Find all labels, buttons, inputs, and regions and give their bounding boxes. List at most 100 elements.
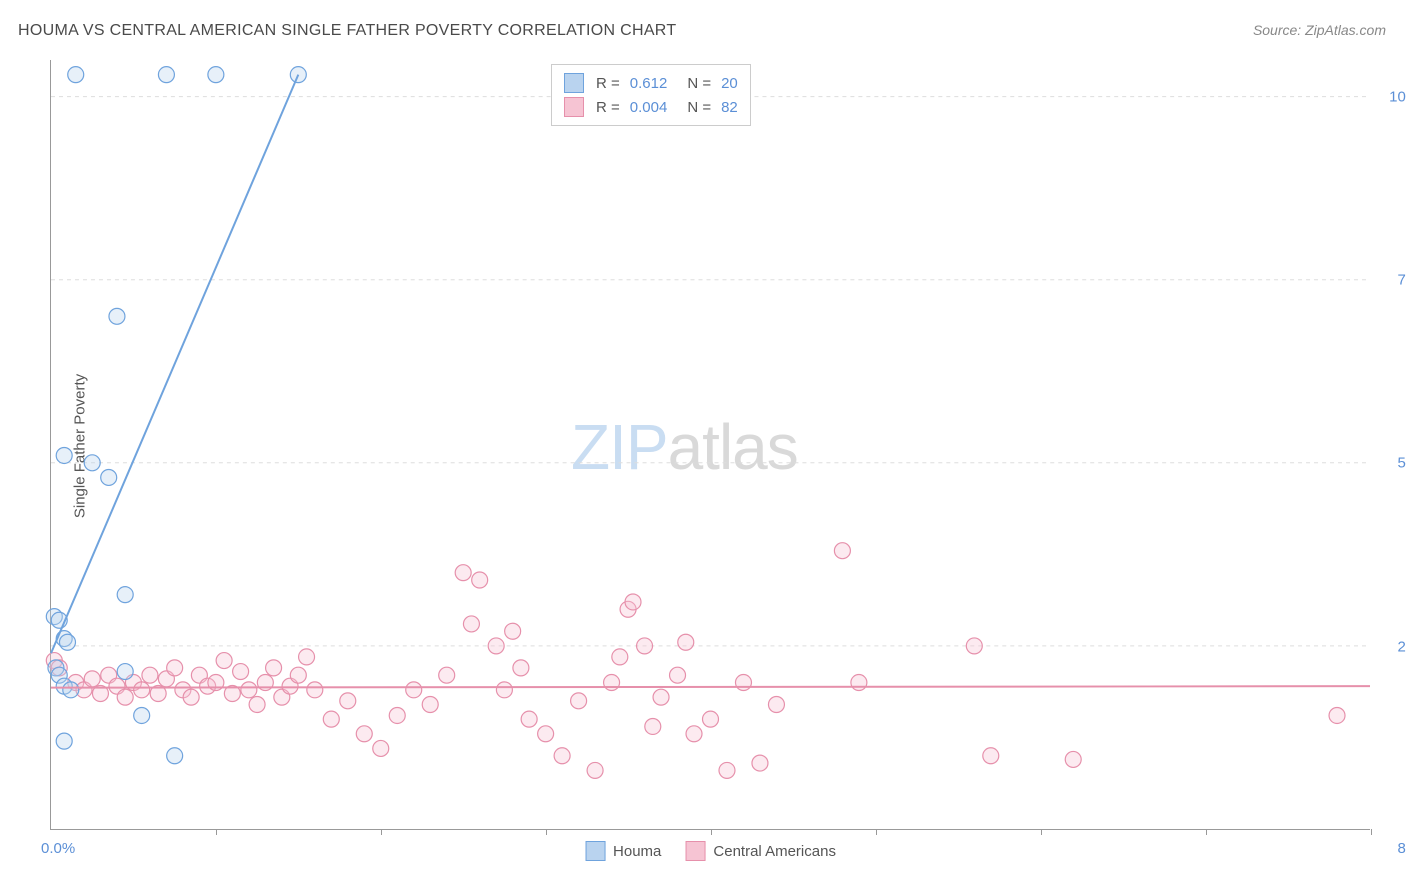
data-point: [834, 543, 850, 559]
legend-r-label: R =: [596, 99, 620, 116]
regression-line: [51, 75, 298, 654]
data-point: [645, 718, 661, 734]
legend-swatch: [564, 73, 584, 93]
legend-item: Central Americans: [685, 841, 836, 861]
data-point: [158, 67, 174, 83]
y-tick-label: 100.0%: [1389, 88, 1406, 105]
legend-label: Central Americans: [713, 843, 836, 860]
data-point: [686, 726, 702, 742]
data-point: [406, 682, 422, 698]
data-point: [752, 755, 768, 771]
y-tick-label: 50.0%: [1397, 455, 1406, 472]
data-point: [117, 689, 133, 705]
data-point: [496, 682, 512, 698]
data-point: [266, 660, 282, 676]
data-point: [117, 664, 133, 680]
data-point: [56, 447, 72, 463]
chart-title: HOUMA VS CENTRAL AMERICAN SINGLE FATHER …: [18, 22, 676, 40]
x-tick: [876, 829, 877, 835]
data-point: [625, 594, 641, 610]
data-point: [233, 664, 249, 680]
data-point: [63, 682, 79, 698]
data-point: [84, 455, 100, 471]
data-point: [117, 587, 133, 603]
data-point: [637, 638, 653, 654]
data-point: [109, 308, 125, 324]
data-point: [513, 660, 529, 676]
data-point: [703, 711, 719, 727]
x-tick: [546, 829, 547, 835]
data-point: [571, 693, 587, 709]
data-point: [653, 689, 669, 705]
data-point: [678, 634, 694, 650]
x-tick: [1206, 829, 1207, 835]
data-point: [59, 634, 75, 650]
legend-label: Houma: [613, 843, 661, 860]
data-point: [488, 638, 504, 654]
data-point: [768, 697, 784, 713]
data-point: [1329, 707, 1345, 723]
plot-area: ZIPatlas 25.0%50.0%75.0%100.0% 0.0% 80.0…: [50, 60, 1370, 830]
legend-series: Houma Central Americans: [585, 841, 836, 861]
data-point: [208, 67, 224, 83]
data-point: [241, 682, 257, 698]
x-tick: [1371, 829, 1372, 835]
data-point: [472, 572, 488, 588]
legend-correlation-box: R =0.612N =20R =0.004N =82: [551, 64, 751, 126]
legend-row: R =0.004N =82: [564, 95, 738, 119]
legend-n-value: 20: [721, 75, 738, 92]
legend-r-label: R =: [596, 75, 620, 92]
data-point: [983, 748, 999, 764]
data-point: [373, 740, 389, 756]
data-point: [134, 707, 150, 723]
data-point: [167, 748, 183, 764]
x-tick: [381, 829, 382, 835]
x-origin-label: 0.0%: [41, 840, 75, 857]
data-point: [851, 675, 867, 691]
legend-r-value: 0.612: [630, 75, 668, 92]
data-point: [505, 623, 521, 639]
data-point: [463, 616, 479, 632]
data-point: [554, 748, 570, 764]
data-point: [356, 726, 372, 742]
data-point: [183, 689, 199, 705]
legend-swatch: [564, 97, 584, 117]
x-max-label: 80.0%: [1397, 840, 1406, 857]
data-point: [439, 667, 455, 683]
legend-n-value: 82: [721, 99, 738, 116]
data-point: [455, 565, 471, 581]
data-point: [249, 697, 265, 713]
plot-svg: [51, 60, 1370, 829]
legend-n-label: N =: [687, 75, 711, 92]
y-tick-label: 25.0%: [1397, 638, 1406, 655]
legend-n-label: N =: [687, 99, 711, 116]
data-point: [299, 649, 315, 665]
x-tick: [1041, 829, 1042, 835]
data-point: [670, 667, 686, 683]
data-point: [307, 682, 323, 698]
data-point: [966, 638, 982, 654]
data-point: [538, 726, 554, 742]
data-point: [142, 667, 158, 683]
data-point: [167, 660, 183, 676]
data-point: [389, 707, 405, 723]
source-attribution: Source: ZipAtlas.com: [1253, 22, 1386, 38]
legend-row: R = 0.612 N = 20: [564, 71, 738, 95]
data-point: [68, 67, 84, 83]
data-point: [1065, 751, 1081, 767]
legend-item: Houma: [585, 841, 661, 861]
legend-swatch: [685, 841, 705, 861]
data-point: [323, 711, 339, 727]
data-point: [422, 697, 438, 713]
y-tick-label: 75.0%: [1397, 272, 1406, 289]
data-point: [587, 762, 603, 778]
data-point: [735, 675, 751, 691]
data-point: [340, 693, 356, 709]
data-point: [612, 649, 628, 665]
data-point: [521, 711, 537, 727]
x-tick: [216, 829, 217, 835]
data-point: [719, 762, 735, 778]
data-point: [84, 671, 100, 687]
x-tick: [711, 829, 712, 835]
legend-swatch: [585, 841, 605, 861]
